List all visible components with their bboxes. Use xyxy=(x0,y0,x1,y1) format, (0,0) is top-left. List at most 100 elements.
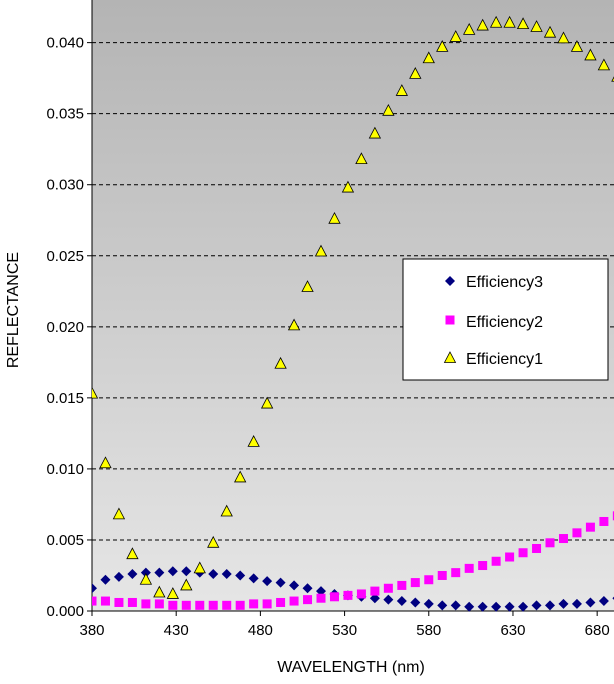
point-efficiency1 xyxy=(516,17,530,30)
point-efficiency1 xyxy=(409,67,422,79)
point-efficiency2 xyxy=(424,575,434,585)
x-tick-label: 630 xyxy=(500,622,525,639)
y-axis-title: REFLECTANCE xyxy=(5,252,22,368)
point-efficiency1 xyxy=(112,507,126,520)
point-efficiency3 xyxy=(235,570,246,581)
point-efficiency2 xyxy=(276,597,286,607)
legend-marker-efficiency1 xyxy=(443,351,457,363)
point-efficiency1 xyxy=(503,15,516,28)
y-tick-label: 0.000 xyxy=(46,603,84,620)
point-efficiency2 xyxy=(572,528,582,538)
x-tick-label: 680 xyxy=(585,622,610,639)
legend-marker-efficiency3 xyxy=(445,276,455,286)
point-efficiency2 xyxy=(599,516,609,526)
point-efficiency3 xyxy=(113,571,124,582)
x-tick-label: 580 xyxy=(416,622,441,639)
point-efficiency3 xyxy=(167,566,178,577)
legend-label-efficiency2: Efficiency2 xyxy=(466,314,543,331)
point-efficiency3 xyxy=(504,601,515,612)
point-efficiency1 xyxy=(368,126,382,139)
point-efficiency3 xyxy=(558,598,569,609)
x-tick-label: 430 xyxy=(164,622,189,639)
point-efficiency2 xyxy=(249,599,259,609)
point-efficiency3 xyxy=(275,577,286,588)
point-efficiency3 xyxy=(464,601,475,612)
legend-marker-diamond xyxy=(445,276,455,286)
point-efficiency2 xyxy=(585,522,595,532)
y-tick-label: 0.035 xyxy=(46,106,84,123)
y-tick-label: 0.015 xyxy=(46,390,84,407)
point-efficiency1 xyxy=(395,84,408,96)
point-efficiency2 xyxy=(289,596,299,606)
point-efficiency1 xyxy=(355,152,368,165)
point-efficiency2 xyxy=(397,580,407,590)
point-efficiency1 xyxy=(557,31,570,44)
point-efficiency2 xyxy=(195,600,205,610)
point-efficiency3 xyxy=(423,598,434,609)
point-efficiency1 xyxy=(328,211,341,224)
point-efficiency3 xyxy=(450,600,461,611)
point-efficiency3 xyxy=(140,567,151,578)
point-efficiency3 xyxy=(127,569,138,580)
point-efficiency3 xyxy=(100,574,111,585)
point-efficiency2 xyxy=(235,600,245,610)
point-efficiency2 xyxy=(127,597,137,607)
x-tick-label: 480 xyxy=(248,622,273,639)
point-efficiency3 xyxy=(248,573,259,584)
point-efficiency1 xyxy=(530,20,543,32)
point-efficiency2 xyxy=(154,599,164,609)
point-efficiency1 xyxy=(166,587,179,599)
point-efficiency1 xyxy=(476,18,489,31)
point-efficiency1 xyxy=(422,51,435,64)
point-efficiency1 xyxy=(597,58,611,71)
point-efficiency3 xyxy=(437,600,448,611)
point-efficiency2 xyxy=(181,600,191,610)
legend-marker-efficiency2 xyxy=(445,315,455,325)
point-efficiency1 xyxy=(611,76,614,82)
y-tick-label: 0.010 xyxy=(46,461,84,478)
point-efficiency3 xyxy=(92,583,97,594)
point-efficiency1 xyxy=(314,244,328,257)
data-marks xyxy=(92,15,614,612)
point-efficiency1 xyxy=(193,561,206,574)
point-efficiency3 xyxy=(181,566,192,577)
point-efficiency1 xyxy=(92,386,99,399)
point-efficiency3 xyxy=(571,598,582,609)
point-efficiency2 xyxy=(168,600,178,610)
point-efficiency2 xyxy=(383,583,393,593)
point-efficiency1 xyxy=(463,22,476,35)
point-efficiency2 xyxy=(478,561,488,571)
point-efficiency2 xyxy=(612,511,614,521)
point-efficiency2 xyxy=(329,592,339,602)
point-efficiency2 xyxy=(262,599,272,609)
point-efficiency2 xyxy=(114,597,124,607)
point-efficiency1 xyxy=(341,180,355,193)
point-efficiency1 xyxy=(382,103,395,116)
point-efficiency3 xyxy=(289,580,300,591)
point-efficiency1 xyxy=(436,40,449,52)
point-efficiency2 xyxy=(410,578,420,588)
gridlines xyxy=(92,42,614,541)
x-axis-title: WAVELENGTH (nm) xyxy=(277,659,425,676)
legend-box xyxy=(402,258,609,381)
point-efficiency3 xyxy=(316,586,327,597)
y-tick-label: 0.020 xyxy=(46,319,84,336)
x-tick-label: 380 xyxy=(79,622,104,639)
legend-label-efficiency3: Efficiency3 xyxy=(466,274,543,291)
legend-marker-square xyxy=(445,315,455,325)
x-tick-label: 530 xyxy=(332,622,357,639)
point-efficiency3 xyxy=(154,567,165,578)
point-efficiency2 xyxy=(92,596,97,606)
point-efficiency1 xyxy=(489,15,503,28)
point-efficiency1 xyxy=(570,40,584,52)
point-efficiency2 xyxy=(532,543,542,553)
point-efficiency1 xyxy=(234,470,247,483)
point-efficiency2 xyxy=(518,548,528,558)
point-efficiency3 xyxy=(383,594,394,605)
point-efficiency1 xyxy=(153,585,166,598)
point-efficiency2 xyxy=(370,586,380,596)
point-efficiency2 xyxy=(558,534,568,544)
point-efficiency2 xyxy=(505,552,515,562)
point-efficiency1 xyxy=(207,535,220,548)
point-efficiency2 xyxy=(491,556,501,566)
